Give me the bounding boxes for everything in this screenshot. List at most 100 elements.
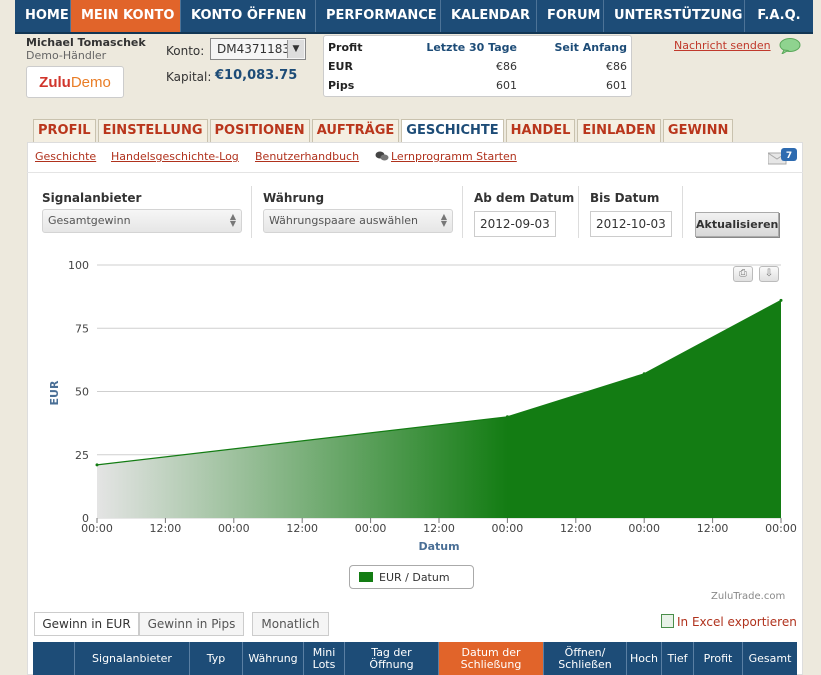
x-tick-label: 12:00 <box>150 522 182 535</box>
notification-count: 7 <box>786 151 792 161</box>
gain-eur-button[interactable]: Gewinn in EUR <box>34 612 139 636</box>
legend-swatch <box>359 572 373 582</box>
col-datum-der-schliessung[interactable]: Datum der Schließung <box>438 642 543 675</box>
x-tick-label: 00:00 <box>81 522 113 535</box>
updown-arrow-icon: ▲ ▼ <box>229 212 236 228</box>
x-tick-label: 00:00 <box>765 522 797 535</box>
y-tick-label: 75 <box>75 322 89 335</box>
area-series <box>97 300 781 518</box>
download-icon[interactable]: ⇩ <box>759 266 779 282</box>
data-point <box>642 372 646 376</box>
from-date-input[interactable]: 2012-09-03 <box>474 211 556 237</box>
nav-mein-konto[interactable]: MEIN KONTO <box>71 0 181 32</box>
chart-credit: ZuluTrade.com <box>711 591 786 602</box>
col-mini-lots[interactable]: Mini Lots <box>303 642 344 675</box>
subnav-lernprogramm[interactable]: Lernprogramm Starten <box>391 150 517 163</box>
legend-label: EUR / Datum <box>379 571 450 584</box>
print-icon[interactable]: ⎙ <box>733 266 753 282</box>
nav-unterstuetzung[interactable]: UNTERSTÜTZUNG <box>604 0 745 32</box>
signal-provider-select[interactable]: Gesamtgewinn ▲ ▼ <box>42 209 242 233</box>
x-tick-label: 12:00 <box>697 522 729 535</box>
nav-home[interactable]: HOME <box>15 0 71 32</box>
user-name: Michael Tomaschek <box>26 36 146 49</box>
to-date-input[interactable]: 2012-10-03 <box>590 211 672 237</box>
user-role: Demo-Händler <box>26 49 107 62</box>
y-tick-label: 100 <box>68 259 89 272</box>
subnav-handelsgeschichte-log[interactable]: Handelsgeschichte-Log <box>111 150 239 163</box>
col-blank <box>33 642 74 675</box>
x-tick-label: 00:00 <box>628 522 660 535</box>
monthly-button[interactable]: Monatlich <box>252 612 329 636</box>
col-tief[interactable]: Tief <box>661 642 693 675</box>
col-tag-der-oeffnung[interactable]: Tag der Öffnung <box>344 642 438 675</box>
col-waehrung[interactable]: Währung <box>242 642 303 675</box>
col-gesamt[interactable]: Gesamt <box>742 642 797 675</box>
filter-divider <box>682 186 683 238</box>
x-axis-label: Datum <box>418 540 459 552</box>
messages-icon[interactable]: 7 <box>768 148 798 166</box>
y-tick-label: 50 <box>75 386 89 399</box>
main-nav: HOME MEIN KONTO KONTO ÖFFNEN PERFORMANCE… <box>15 0 813 34</box>
excel-export-link[interactable]: In Excel exportieren <box>661 614 797 629</box>
x-tick-label: 12:00 <box>560 522 592 535</box>
col-typ[interactable]: Typ <box>189 642 242 675</box>
y-tick-label: 0 <box>82 512 89 525</box>
chart-legend[interactable]: EUR / Datum <box>349 565 474 589</box>
kapital-value: €10,083.75 <box>215 68 298 83</box>
profit-chart: 0 25 50 75 100 00:00 12:00 00:00 12:00 00:00 12:00… <box>48 259 797 552</box>
account-header: Michael Tomaschek Demo-Händler Zulu Demo … <box>15 32 813 110</box>
konto-label: Konto: <box>166 44 205 58</box>
x-tick-label: 12:00 <box>286 522 318 535</box>
profit-summary: Profit Letzte 30 Tage Seit Anfang EUR €8… <box>323 35 632 97</box>
account-tabs: PROFIL EINSTELLUNG POSITIONEN AUFTRÄGE G… <box>33 119 735 143</box>
trade-table-header: Signalanbieter Typ Währung Mini Lots Tag… <box>33 642 797 675</box>
subnav-geschichte[interactable]: Geschichte <box>35 150 97 163</box>
data-point <box>779 298 783 302</box>
data-point <box>505 415 509 419</box>
col-oeffnen-schliessen[interactable]: Öffnen/ Schließen <box>543 642 626 675</box>
col-profit[interactable]: Profit <box>693 642 742 675</box>
x-tick-label: 00:00 <box>492 522 524 535</box>
sub-navigation: Geschichte Handelsgeschichte-Log Benutze… <box>27 146 803 170</box>
col-signalanbieter[interactable]: Signalanbieter <box>74 642 189 675</box>
x-tick-label: 00:00 <box>218 522 250 535</box>
nav-konto-oeffnen[interactable]: KONTO ÖFFNEN <box>181 0 316 32</box>
nav-faq[interactable]: F.A.Q. <box>757 8 801 23</box>
x-tick-label: 00:00 <box>355 522 387 535</box>
tab-handel[interactable]: HANDEL <box>505 119 576 142</box>
y-tick-label: 25 <box>75 449 89 462</box>
filter-divider <box>251 186 252 238</box>
tab-profil[interactable]: PROFIL <box>33 119 96 142</box>
tab-auftraege[interactable]: AUFTRÄGE <box>311 119 400 142</box>
x-tick-label: 12:00 <box>423 522 455 535</box>
filter-divider <box>462 186 463 238</box>
nav-forum[interactable]: FORUM <box>537 0 604 32</box>
y-axis-label: EUR <box>48 380 61 405</box>
col-hoch[interactable]: Hoch <box>626 642 661 675</box>
currency-select[interactable]: Währungspaare auswählen ▲ ▼ <box>263 209 453 233</box>
chat-bubble-icon[interactable] <box>779 38 801 54</box>
filter-divider <box>578 186 579 238</box>
tab-geschichte[interactable]: GESCHICHTE <box>401 119 504 143</box>
tab-einstellung[interactable]: EINSTELLUNG <box>97 119 208 142</box>
tab-einladen[interactable]: EINLADEN <box>577 119 661 142</box>
series-line <box>96 299 782 466</box>
from-date-label: Ab dem Datum <box>474 191 575 205</box>
excel-icon <box>661 614 674 628</box>
signal-provider-label: Signalanbieter <box>42 191 142 205</box>
gain-pips-button[interactable]: Gewinn in Pips <box>139 612 244 636</box>
tab-gewinn[interactable]: GEWINN <box>662 119 734 142</box>
update-button[interactable]: Aktualisieren <box>695 212 779 237</box>
send-message-link[interactable]: Nachricht senden <box>674 39 771 52</box>
updown-arrow-icon: ▲ ▼ <box>440 212 447 228</box>
nav-kalendar[interactable]: KALENDAR <box>441 0 537 32</box>
tab-positionen[interactable]: POSITIONEN <box>209 119 310 142</box>
dropdown-arrow-icon: ▼ <box>287 40 304 58</box>
konto-select[interactable]: DM4371183 ▼ <box>210 38 306 60</box>
subnav-benutzerhandbuch[interactable]: Benutzerhandbuch <box>255 150 360 163</box>
data-point <box>95 463 99 467</box>
filter-area <box>27 172 803 248</box>
nav-performance[interactable]: PERFORMANCE <box>316 0 441 32</box>
chat-icon <box>375 151 389 161</box>
kapital-label: Kapital: <box>166 70 212 84</box>
